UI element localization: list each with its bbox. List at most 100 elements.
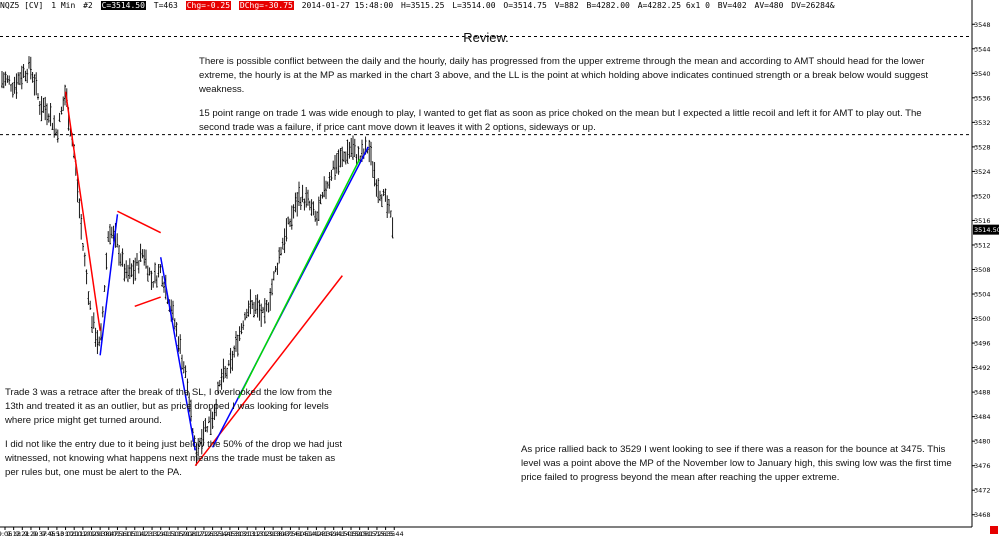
x-tick-label: 12:08 (177, 530, 196, 538)
price-bar (130, 263, 133, 278)
price-bar (11, 82, 14, 98)
x-tick-label: 13:56 (281, 530, 300, 538)
price-bar (265, 299, 268, 312)
x-tick-label: 14:32 (316, 530, 335, 538)
x-tick-label: 15:44 (385, 530, 404, 538)
price-bar (312, 201, 315, 216)
price-bar (200, 429, 203, 455)
symbol-label: NQZ5 [CV] (0, 1, 44, 10)
price-bar (206, 426, 209, 433)
price-bar (341, 146, 344, 167)
price-bar (278, 247, 281, 264)
price-bar (211, 411, 214, 429)
current-price-badge (973, 224, 999, 235)
x-tick-label: 15:17 (359, 530, 378, 538)
price-bar (236, 334, 239, 357)
price-bar (384, 188, 387, 202)
price-bar (281, 237, 284, 250)
price-bar (328, 171, 331, 189)
price-bar (368, 139, 371, 163)
x-tick-label: 10:02 (56, 530, 75, 538)
price-bar (78, 198, 81, 219)
price-bar (128, 258, 131, 279)
price-bar (222, 358, 225, 383)
price-bar (92, 312, 95, 329)
price-bar (107, 231, 110, 242)
price-bar (141, 249, 144, 259)
price-bar (82, 243, 84, 251)
price-bar (91, 316, 93, 333)
price-bar (373, 162, 376, 187)
bid-readout: B=4282.00 (586, 1, 630, 10)
y-axis: 3548 3544 3540 3536 3532 3528 3524 3520 3516 3512… (971, 0, 1000, 527)
price-bar (116, 233, 119, 248)
price-bar (28, 56, 30, 69)
price-bar (109, 223, 111, 245)
alert-indicator (990, 526, 998, 534)
price-bar (276, 262, 279, 275)
price-bar (344, 151, 347, 165)
price-bar (15, 73, 18, 99)
price-bar (119, 253, 122, 267)
y-tick-label: 3520 (974, 192, 991, 200)
x-tick-label: 9:53 (50, 530, 65, 538)
volume-readout: V=882 (554, 1, 579, 10)
price-bar (155, 275, 158, 288)
y-tick-label: 3476 (974, 462, 991, 470)
price-bar (352, 135, 354, 161)
x-tick-label: 15:26 (368, 530, 387, 538)
x-tick-label: 10:56 (108, 530, 127, 538)
price-bar (346, 139, 349, 164)
price-bar (4, 71, 7, 86)
y-tick-label: 3480 (974, 438, 991, 446)
price-bar (375, 179, 378, 197)
price-bar (49, 102, 52, 127)
price-bar (226, 367, 228, 379)
price-bar (139, 243, 142, 262)
price-bar (391, 217, 394, 239)
price-bar (244, 312, 246, 321)
price-bar (112, 225, 115, 242)
price-bar (285, 218, 288, 242)
price-bar (247, 300, 250, 317)
x-tick-label: 9:05 (0, 530, 12, 538)
x-tick-label: 13:38 (264, 530, 283, 538)
price-bar (157, 264, 160, 278)
trend-line (237, 158, 361, 399)
x-tick-label: 14:41 (324, 530, 343, 538)
chart-tag: #2 (83, 1, 93, 10)
price-bar (33, 74, 36, 96)
price-bar (137, 260, 140, 274)
price-bar (132, 259, 135, 285)
price-bar (19, 72, 21, 86)
price-bar (377, 178, 380, 204)
price-bar (44, 96, 47, 121)
price-bar (256, 294, 259, 318)
price-bar (179, 334, 182, 354)
price-bar (190, 399, 192, 422)
price-bar (321, 191, 324, 199)
review-notes-right: As price rallied back to 3529 I went loo… (521, 443, 961, 495)
price-bar (330, 169, 333, 181)
price-bar (240, 323, 243, 335)
price-bar (204, 418, 207, 433)
price-bar (64, 84, 66, 106)
y-tick-label: 3496 (974, 340, 991, 348)
price-bar (299, 197, 302, 210)
price-bar (314, 210, 317, 222)
price-bar (303, 198, 306, 211)
y-tick-label: 3472 (974, 487, 991, 495)
price-bar (182, 361, 185, 374)
price-bar (161, 275, 164, 287)
price-bar (316, 211, 318, 226)
change-readout: Chg=-0.25 (185, 1, 232, 10)
price-bar (334, 154, 336, 180)
price-bar (254, 294, 257, 314)
x-tick-label: 10:20 (73, 530, 92, 538)
trend-lines (64, 91, 369, 467)
price-bar (263, 298, 266, 324)
y-tick-label: 3524 (974, 168, 991, 176)
price-bar (271, 278, 273, 296)
ask-readout: A=4282.25 6x1 0 (637, 1, 710, 10)
